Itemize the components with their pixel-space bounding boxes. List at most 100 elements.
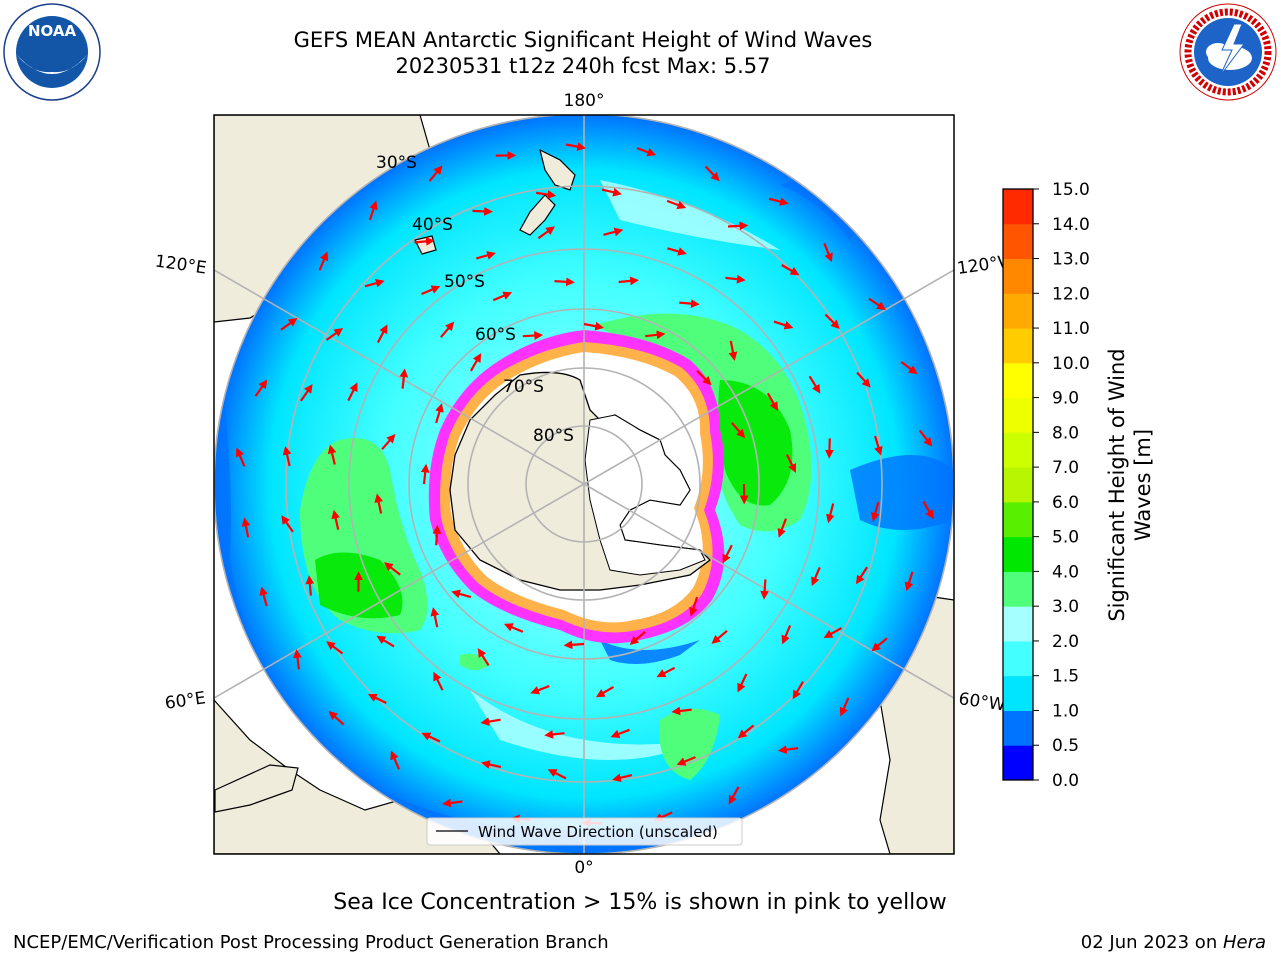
colorbar-segment	[1003, 501, 1033, 538]
colorbar-tick-label: 7.0	[1052, 458, 1079, 478]
colorbar-tick-label: 14.0	[1052, 215, 1090, 235]
colorbar-segment	[1003, 397, 1033, 433]
wind-wave-arrow	[696, 370, 712, 386]
wind-wave-arrow	[825, 438, 834, 459]
lat-label-60s: 60°S	[475, 325, 516, 345]
wind-wave-arrow	[481, 760, 502, 769]
wind-wave-arrow	[656, 666, 676, 678]
wind-wave-arrow	[469, 353, 482, 372]
wind-wave-arrow	[318, 251, 329, 271]
wind-wave-arrow	[347, 382, 358, 402]
wind-wave-arrow	[254, 379, 268, 397]
colorbar-tick-label: 11.0	[1052, 319, 1090, 339]
wind-wave-arrow	[737, 673, 748, 693]
wind-wave-arrow	[503, 623, 524, 633]
wind-wave-arrow	[390, 750, 401, 770]
colorbar-tick-label: 15.0	[1052, 180, 1090, 200]
wind-wave-arrow	[823, 242, 833, 263]
wind-wave-arrow	[435, 403, 444, 424]
legend-label: Wind Wave Direction (unscaled)	[478, 823, 718, 841]
lat-label-70s: 70°S	[503, 377, 544, 397]
colorbar-tick-label: 0.0	[1052, 771, 1079, 791]
wind-wave-arrow	[327, 444, 337, 465]
land-madagascar	[214, 764, 299, 813]
wind-wave-arrow	[667, 247, 687, 256]
wind-wave-arrow	[451, 589, 472, 599]
wind-wave-arrow	[544, 730, 565, 739]
wind-wave-arrow	[781, 625, 792, 645]
wind-wave-arrow	[671, 706, 692, 716]
colorbar-segment	[1003, 606, 1033, 642]
colorbar-segment	[1003, 571, 1033, 607]
wind-wave-arrow	[826, 503, 835, 524]
wind-wave-arrow	[476, 251, 496, 260]
wind-wave-arrow	[328, 710, 345, 726]
lat-label-80s: 80°S	[533, 426, 574, 446]
colorbar-tick-label: 3.0	[1052, 597, 1079, 617]
wind-wave-arrow	[280, 317, 298, 331]
wind-wave-arrow	[868, 297, 886, 311]
wind-wave-arrow	[610, 728, 630, 739]
wind-wave-arrow	[259, 586, 268, 607]
wind-wave-arrow	[728, 786, 740, 805]
colorbar-tick-label: 13.0	[1052, 250, 1090, 270]
wind-wave-arrow	[595, 685, 615, 698]
wind-wave-arrow	[722, 544, 733, 564]
colorbar-segment	[1003, 536, 1033, 572]
map-frame	[213, 114, 955, 855]
wind-wave-arrow	[477, 648, 490, 666]
colorbar-segment	[1003, 640, 1033, 677]
wind-wave-arrow	[325, 328, 344, 341]
run-date: 02 Jun 2023 on	[1080, 932, 1223, 953]
wind-wave-arrow	[433, 671, 444, 691]
wind-wave-arrow	[421, 732, 441, 743]
noaa-wordmark: NOAA	[28, 22, 77, 40]
colorbar-segment	[1003, 745, 1033, 781]
wind-wave-arrow	[331, 509, 340, 530]
wind-wave-arrow	[384, 562, 401, 576]
wind-wave-arrow	[823, 627, 843, 639]
wind-wave-arrow	[430, 607, 440, 628]
colorbar-segment	[1003, 675, 1033, 711]
wind-wave-arrow	[235, 447, 246, 467]
noaa-logo: NOAA	[3, 3, 101, 101]
wind-wave-arrow	[618, 276, 639, 286]
lon-label-0: 0°	[574, 858, 593, 878]
colorbar-label-line1: Significant Height of Wind	[1105, 348, 1129, 621]
wind-wave-arrow	[824, 313, 840, 330]
colorbar-segment	[1003, 432, 1033, 468]
wind-wave-arrow	[730, 422, 746, 439]
lat-label-40s: 40°S	[412, 215, 453, 235]
wind-wave-arrow	[728, 340, 738, 361]
wind-wave-arrow	[871, 637, 888, 652]
wind-wave-arrow	[299, 384, 313, 402]
host-name: Hera	[1222, 932, 1266, 953]
lat-label-50s: 50°S	[444, 272, 485, 292]
wind-wave-arrow	[368, 200, 378, 221]
lat-label-30s: 30°S	[376, 153, 417, 173]
wind-wave-arrow	[760, 579, 769, 600]
wind-wave-arrow	[711, 629, 728, 644]
lon-label-180: 180°	[564, 91, 605, 111]
wind-wave-arrow	[376, 324, 388, 344]
wind-wave-arrow	[922, 501, 934, 520]
colorbar-ticks: 0.0 0.5 1.0 1.5 2.0 3.0 4.0 5.0 6.0 7.0 8.0 9.0 10.0…	[1033, 180, 1090, 791]
chart-title: GEFS MEAN Antarctic Significant Height o…	[293, 28, 873, 52]
wind-wave-arrow	[737, 724, 755, 739]
colorbar-segment	[1003, 467, 1033, 503]
colorbar-tick-label: 12.0	[1052, 284, 1090, 304]
wind-wave-arrow	[808, 375, 821, 394]
colorbar-segment	[1003, 293, 1033, 329]
colorbar-tick-label: 5.0	[1052, 528, 1079, 548]
wind-wave-arrow	[492, 291, 513, 302]
wind-wave-arrow	[768, 197, 789, 206]
colorbar-tick-label: 0.5	[1052, 736, 1079, 756]
land-new-zealand	[519, 148, 576, 236]
colorbar-tick-label: 6.0	[1052, 493, 1079, 513]
wind-wave-arrow	[612, 773, 633, 783]
nws-logo	[1179, 3, 1277, 101]
wind-wave-arrow	[725, 274, 746, 284]
map-content	[214, 115, 954, 854]
longitude-grid	[214, 115, 954, 854]
